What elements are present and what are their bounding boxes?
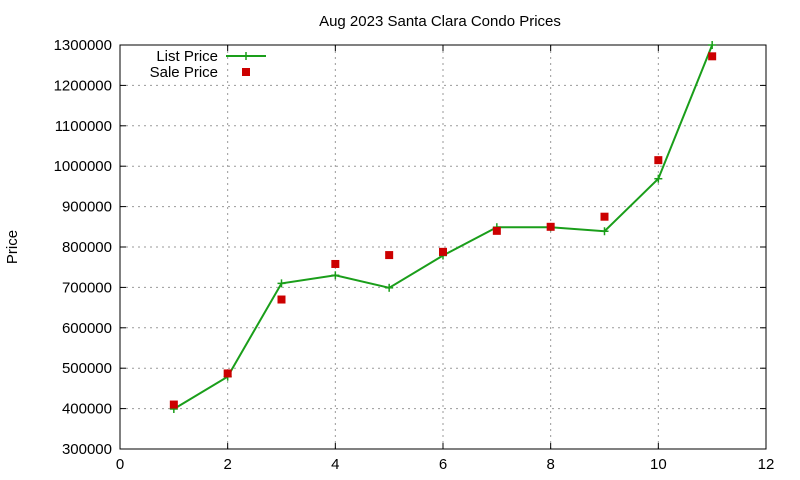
list-price-point [708, 41, 717, 49]
sale-price-point [385, 251, 394, 260]
sale-price-point [600, 212, 609, 221]
legend-square-swatch [242, 68, 250, 76]
y-tick-label: 1000000 [54, 158, 112, 175]
legend-label: List Price [156, 48, 218, 65]
y-tick-label: 1200000 [54, 77, 112, 94]
list-price-point [277, 279, 286, 288]
chart-title: Aug 2023 Santa Clara Condo Prices [319, 13, 561, 30]
sale-price-point [708, 52, 717, 61]
y-axis-label: Price [4, 230, 21, 264]
axis-ticks: 0 2 4 6 8 10 12 300000 400000 500000 600000 700000 8… [54, 37, 775, 473]
series-layer [169, 41, 717, 414]
x-tick-label: 0 [116, 456, 124, 473]
grid-lines [120, 45, 766, 449]
list-price-point [654, 174, 663, 183]
list-price-point [600, 227, 609, 236]
sale-price-point [169, 400, 178, 409]
legend-label: Sale Price [150, 64, 218, 81]
list-price-point [385, 283, 394, 292]
list-price-point [331, 271, 340, 280]
sale-price-point [277, 295, 286, 304]
sale-price-point [492, 226, 501, 235]
sale-price-point [654, 156, 663, 165]
y-tick-label: 600000 [62, 320, 112, 337]
sale-price-point [223, 369, 232, 378]
sale-price-point [439, 247, 447, 256]
y-tick-label: 300000 [62, 441, 112, 458]
series-1 [169, 52, 717, 409]
y-tick-label: 400000 [62, 401, 112, 418]
sale-price-point [331, 259, 340, 268]
x-tick-label: 2 [223, 456, 231, 473]
y-tick-label: 700000 [62, 279, 112, 296]
sale-price-point [546, 222, 555, 231]
x-tick-label: 12 [758, 456, 775, 473]
y-tick-label: 1100000 [55, 118, 112, 135]
x-tick-label: 10 [650, 456, 667, 473]
x-tick-label: 8 [546, 456, 554, 473]
y-tick-label: 800000 [62, 239, 112, 256]
x-tick-label: 6 [439, 456, 447, 473]
y-tick-label: 1300000 [54, 37, 112, 54]
y-tick-label: 900000 [62, 199, 112, 216]
y-tick-label: 500000 [62, 360, 112, 377]
x-tick-label: 4 [331, 456, 339, 473]
